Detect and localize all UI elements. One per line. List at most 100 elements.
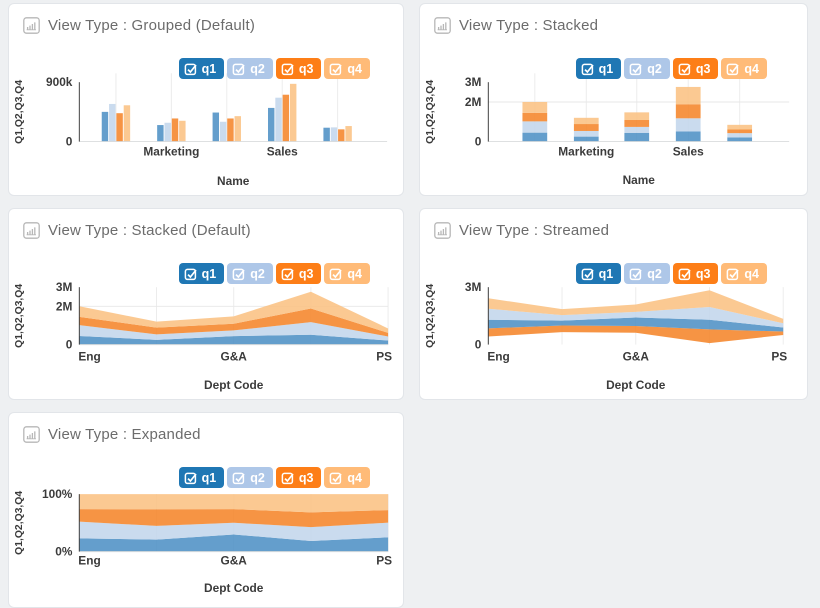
bar-q4 <box>179 120 186 142</box>
legend-chip-q1[interactable]: q1 <box>178 263 225 284</box>
legend-chip-label: q2 <box>250 470 265 485</box>
y-tick-label: 0 <box>66 338 73 352</box>
area-q2 <box>79 521 389 541</box>
legend-chip-q1[interactable]: q1 <box>178 58 225 79</box>
bar-q3 <box>338 129 345 142</box>
legend-chip-label: q4 <box>744 61 759 76</box>
area-q1 <box>488 317 784 332</box>
x-tick-label: PS <box>376 553 392 567</box>
panel-grouped: 900k 0 Marketing Sales Name Q1,Q2,Q3,Q4 View … <box>8 3 404 196</box>
bar-q3 <box>116 113 123 142</box>
bar-segment-q3 <box>675 104 701 119</box>
bar-segment-q2 <box>675 118 701 132</box>
x-tick-label: Sales <box>267 144 298 158</box>
legend-chip-label: q3 <box>298 470 314 485</box>
bar-q2 <box>330 127 338 142</box>
x-tick-label: Eng <box>78 553 100 567</box>
legend-chip-q4[interactable]: q4 <box>324 58 370 79</box>
panel-stacked: 3M 2M 0 Marketing Sales Name Q1,Q2,Q3,Q4 View … <box>419 3 808 196</box>
legend-chip-q3[interactable]: q3 <box>275 263 322 284</box>
checkbox-checked-icon <box>678 63 691 75</box>
bar-segment-q2 <box>727 133 753 138</box>
bar-q2 <box>219 121 227 142</box>
checkbox-checked-icon <box>184 63 197 75</box>
legend-chip-q3[interactable]: q3 <box>275 467 322 488</box>
x-tick-label: Eng <box>487 349 509 363</box>
bar-q2 <box>275 97 282 142</box>
legend-chip-q1[interactable]: q1 <box>575 263 622 284</box>
legend-chip-label: q4 <box>347 61 362 76</box>
legend-chip-q3[interactable]: q3 <box>672 58 719 79</box>
y-tick-label: 100% <box>42 487 73 501</box>
legend-chip-q1[interactable]: q1 <box>178 467 225 488</box>
x-axis-title: Dept Code <box>204 378 264 392</box>
checkbox-checked-icon <box>232 472 245 484</box>
y-axis-title: Q1,Q2,Q3,Q4 <box>14 284 25 348</box>
x-tick-label: Marketing <box>558 144 614 158</box>
panel-title: View Type : Streamed <box>459 222 610 239</box>
x-tick-label: Marketing <box>143 144 199 158</box>
x-tick-label: Eng <box>78 349 100 363</box>
legend-chip-label: q3 <box>298 61 314 76</box>
y-tick-label: 900k <box>46 75 73 89</box>
grouped-bar-chart: 900k 0 Marketing Sales Name Q1,Q2,Q3,Q4 <box>14 73 388 188</box>
panel-header: View Type : Streamed <box>434 222 609 239</box>
x-tick-label: PS <box>376 349 392 363</box>
y-axis-title: Q1,Q2,Q3,Q4 <box>14 80 25 144</box>
panel-title: View Type : Stacked <box>459 17 599 34</box>
legend-chip-label: q4 <box>744 266 759 281</box>
legend-chip-q3[interactable]: q3 <box>275 58 322 79</box>
legend-chip-label: q1 <box>598 266 614 281</box>
x-tick-label: G&A <box>221 349 248 363</box>
legend-chip-q4[interactable]: q4 <box>721 263 767 284</box>
legend-chip-q3[interactable]: q3 <box>672 263 719 284</box>
bar-segment-q2 <box>522 121 548 133</box>
checkbox-checked-icon <box>727 268 740 280</box>
legend-chip-q4[interactable]: q4 <box>721 58 767 79</box>
bar-q4 <box>289 83 297 142</box>
legend-chip-q2[interactable]: q2 <box>624 58 670 79</box>
legend-chip-q2[interactable]: q2 <box>227 467 273 488</box>
checkbox-checked-icon <box>281 268 294 280</box>
legend-chip-q4[interactable]: q4 <box>324 467 370 488</box>
checkbox-checked-icon <box>330 268 343 280</box>
legend-chip-label: q1 <box>201 470 217 485</box>
area-q4 <box>79 291 389 333</box>
legend-chip-q4[interactable]: q4 <box>324 263 370 284</box>
area-q3 <box>79 308 389 337</box>
legend-chip-label: q3 <box>695 266 711 281</box>
bar-chart-icon <box>434 222 451 239</box>
bar-segment-q4 <box>624 112 650 120</box>
stacked-area-chart: 3M 2M 0 Eng G&A PS Dept Code Q1,Q2,Q3,Q4 <box>14 280 392 392</box>
legend-chip-label: q2 <box>250 266 265 281</box>
x-axis-title: Dept Code <box>204 581 264 595</box>
checkbox-checked-icon <box>581 268 594 280</box>
bar-segment-q2 <box>624 126 650 133</box>
area-q4 <box>79 494 389 513</box>
y-tick-label: 3M <box>465 75 482 89</box>
legend-chip-label: q2 <box>250 61 265 76</box>
checkbox-checked-icon <box>184 472 197 484</box>
legend-chip-label: q2 <box>647 266 662 281</box>
bar-segment-q4 <box>522 101 548 113</box>
checkbox-checked-icon <box>232 268 245 280</box>
bar-chart-icon <box>23 222 40 239</box>
stream-graph: 3M 0 Eng G&A PS Dept Code Q1,Q2,Q3,Q4 <box>425 280 787 392</box>
legend-chip-q2[interactable]: q2 <box>227 263 273 284</box>
legend-chip-label: q3 <box>298 266 314 281</box>
bar-q1 <box>323 127 330 142</box>
x-axis-title: Name <box>217 174 250 188</box>
area-q4 <box>488 290 784 324</box>
checkbox-checked-icon <box>184 268 197 280</box>
bar-segment-q3 <box>727 129 753 134</box>
y-tick-label: 0 <box>475 135 482 149</box>
legend-chip-q1[interactable]: q1 <box>575 58 622 79</box>
area-q1 <box>79 534 389 552</box>
legend-chip-label: q1 <box>598 61 614 76</box>
checkbox-checked-icon <box>629 63 642 75</box>
y-axis-title: Q1,Q2,Q3,Q4 <box>425 80 436 144</box>
legend-chip-q2[interactable]: q2 <box>227 58 273 79</box>
legend-chip-q2[interactable]: q2 <box>624 263 670 284</box>
y-tick-label: 0% <box>55 545 73 559</box>
bar-segment-q3 <box>573 124 599 131</box>
